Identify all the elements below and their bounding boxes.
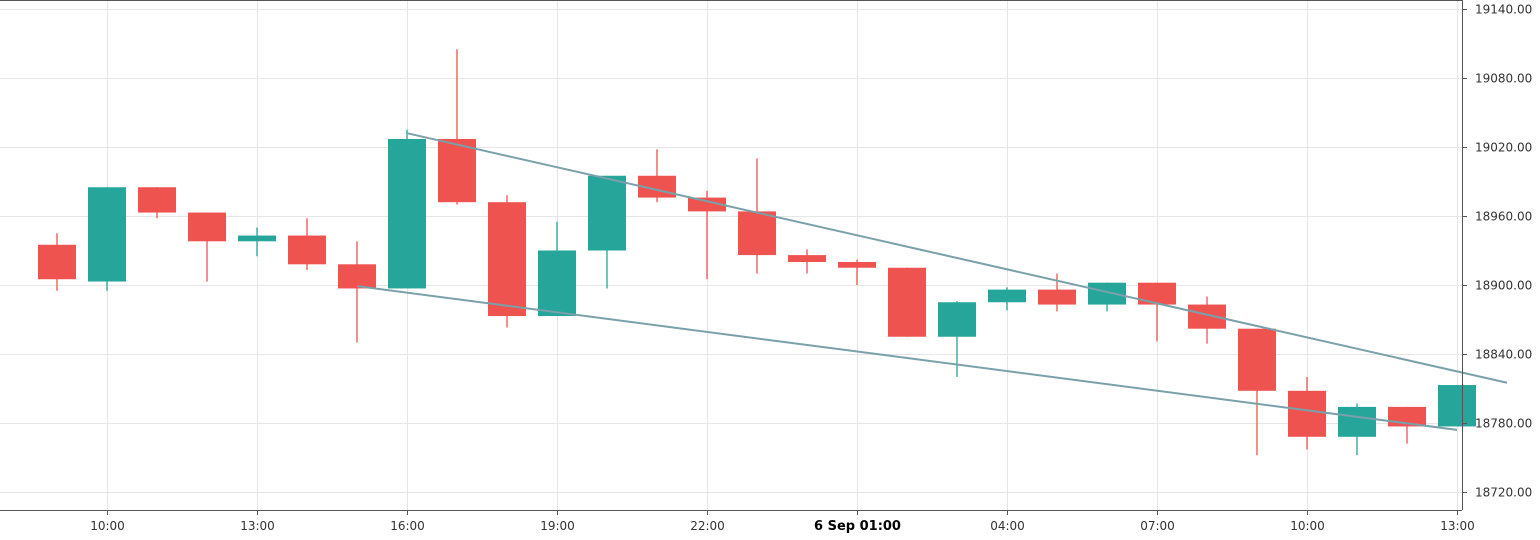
candle-body xyxy=(88,187,126,282)
y-tick-label: 18900.00 xyxy=(1475,279,1532,293)
candle-up xyxy=(88,187,126,291)
candle-body xyxy=(238,235,276,242)
candle-down xyxy=(788,249,826,274)
x-tick-label: 6 Sep 01:00 xyxy=(814,519,901,534)
candle-down xyxy=(738,158,776,274)
candle-down xyxy=(888,267,926,337)
candle-down xyxy=(638,149,676,203)
candle-body xyxy=(288,235,326,265)
x-tick-label: 10:00 xyxy=(90,519,125,533)
candle-down xyxy=(138,187,176,219)
y-tick-label: 19080.00 xyxy=(1475,72,1532,86)
candle-down xyxy=(188,212,226,282)
candle-body xyxy=(888,267,926,337)
candle-up xyxy=(388,129,426,289)
candle-down xyxy=(688,190,726,280)
candle-down xyxy=(1288,377,1326,450)
candle-body xyxy=(538,250,576,317)
candle-down xyxy=(838,259,876,285)
x-tick-label: 19:00 xyxy=(540,519,575,533)
candle-down xyxy=(288,218,326,271)
candle-body xyxy=(1338,406,1376,437)
candle-body xyxy=(188,212,226,242)
candle-body xyxy=(588,175,626,251)
y-tick-label: 18960.00 xyxy=(1475,210,1532,224)
x-tick-label: 07:00 xyxy=(1140,519,1175,533)
candle-down xyxy=(1038,273,1076,312)
candle-body xyxy=(1088,282,1126,305)
candle-body xyxy=(838,262,876,268)
candle-body xyxy=(138,187,176,213)
candle-body xyxy=(338,264,376,289)
candle-body xyxy=(1188,304,1226,329)
candle-body xyxy=(688,197,726,212)
candle-body xyxy=(1238,328,1276,391)
candle-up xyxy=(238,227,276,257)
candle-body xyxy=(1288,390,1326,437)
candles xyxy=(38,49,1476,456)
candle-body xyxy=(38,244,76,280)
x-tick-label: 22:00 xyxy=(690,519,725,533)
candle-down xyxy=(38,233,76,291)
candle-body xyxy=(388,138,426,289)
candle-down xyxy=(438,49,476,205)
x-tick-label: 04:00 xyxy=(990,519,1025,533)
candle-body xyxy=(1138,282,1176,305)
y-tick-label: 19140.00 xyxy=(1475,3,1532,17)
candle-body xyxy=(438,138,476,203)
y-tick-label: 18720.00 xyxy=(1475,486,1532,500)
candle-up xyxy=(1088,282,1126,312)
trendline xyxy=(356,285,1458,431)
candle-up xyxy=(988,287,1026,311)
x-tick-label: 10:00 xyxy=(1290,519,1325,533)
candle-body xyxy=(788,255,826,262)
candle-up xyxy=(588,175,626,289)
grid xyxy=(0,0,1462,510)
candle-up xyxy=(1438,385,1476,427)
candle-body xyxy=(988,289,1026,303)
x-tick-label: 13:00 xyxy=(240,519,275,533)
candle-up xyxy=(538,221,576,317)
y-tick-label: 18840.00 xyxy=(1475,348,1532,362)
candle-down xyxy=(1238,328,1276,456)
candle-body xyxy=(738,211,776,256)
x-tick-label: 13:00 xyxy=(1440,519,1475,533)
candle-down xyxy=(338,241,376,343)
candle-body xyxy=(1038,289,1076,305)
candle-body xyxy=(1438,385,1476,427)
candle-body xyxy=(488,202,526,317)
y-tick-label: 19020.00 xyxy=(1475,141,1532,155)
trendline xyxy=(406,132,1508,384)
trendlines xyxy=(356,132,1508,431)
candle-body xyxy=(938,302,976,337)
candle-down xyxy=(488,195,526,328)
candle-up xyxy=(1338,403,1376,456)
x-tick-label: 16:00 xyxy=(390,519,425,533)
candle-down xyxy=(1138,282,1176,342)
y-tick-label: 18780.00 xyxy=(1475,417,1532,431)
candle-down xyxy=(1188,296,1226,344)
